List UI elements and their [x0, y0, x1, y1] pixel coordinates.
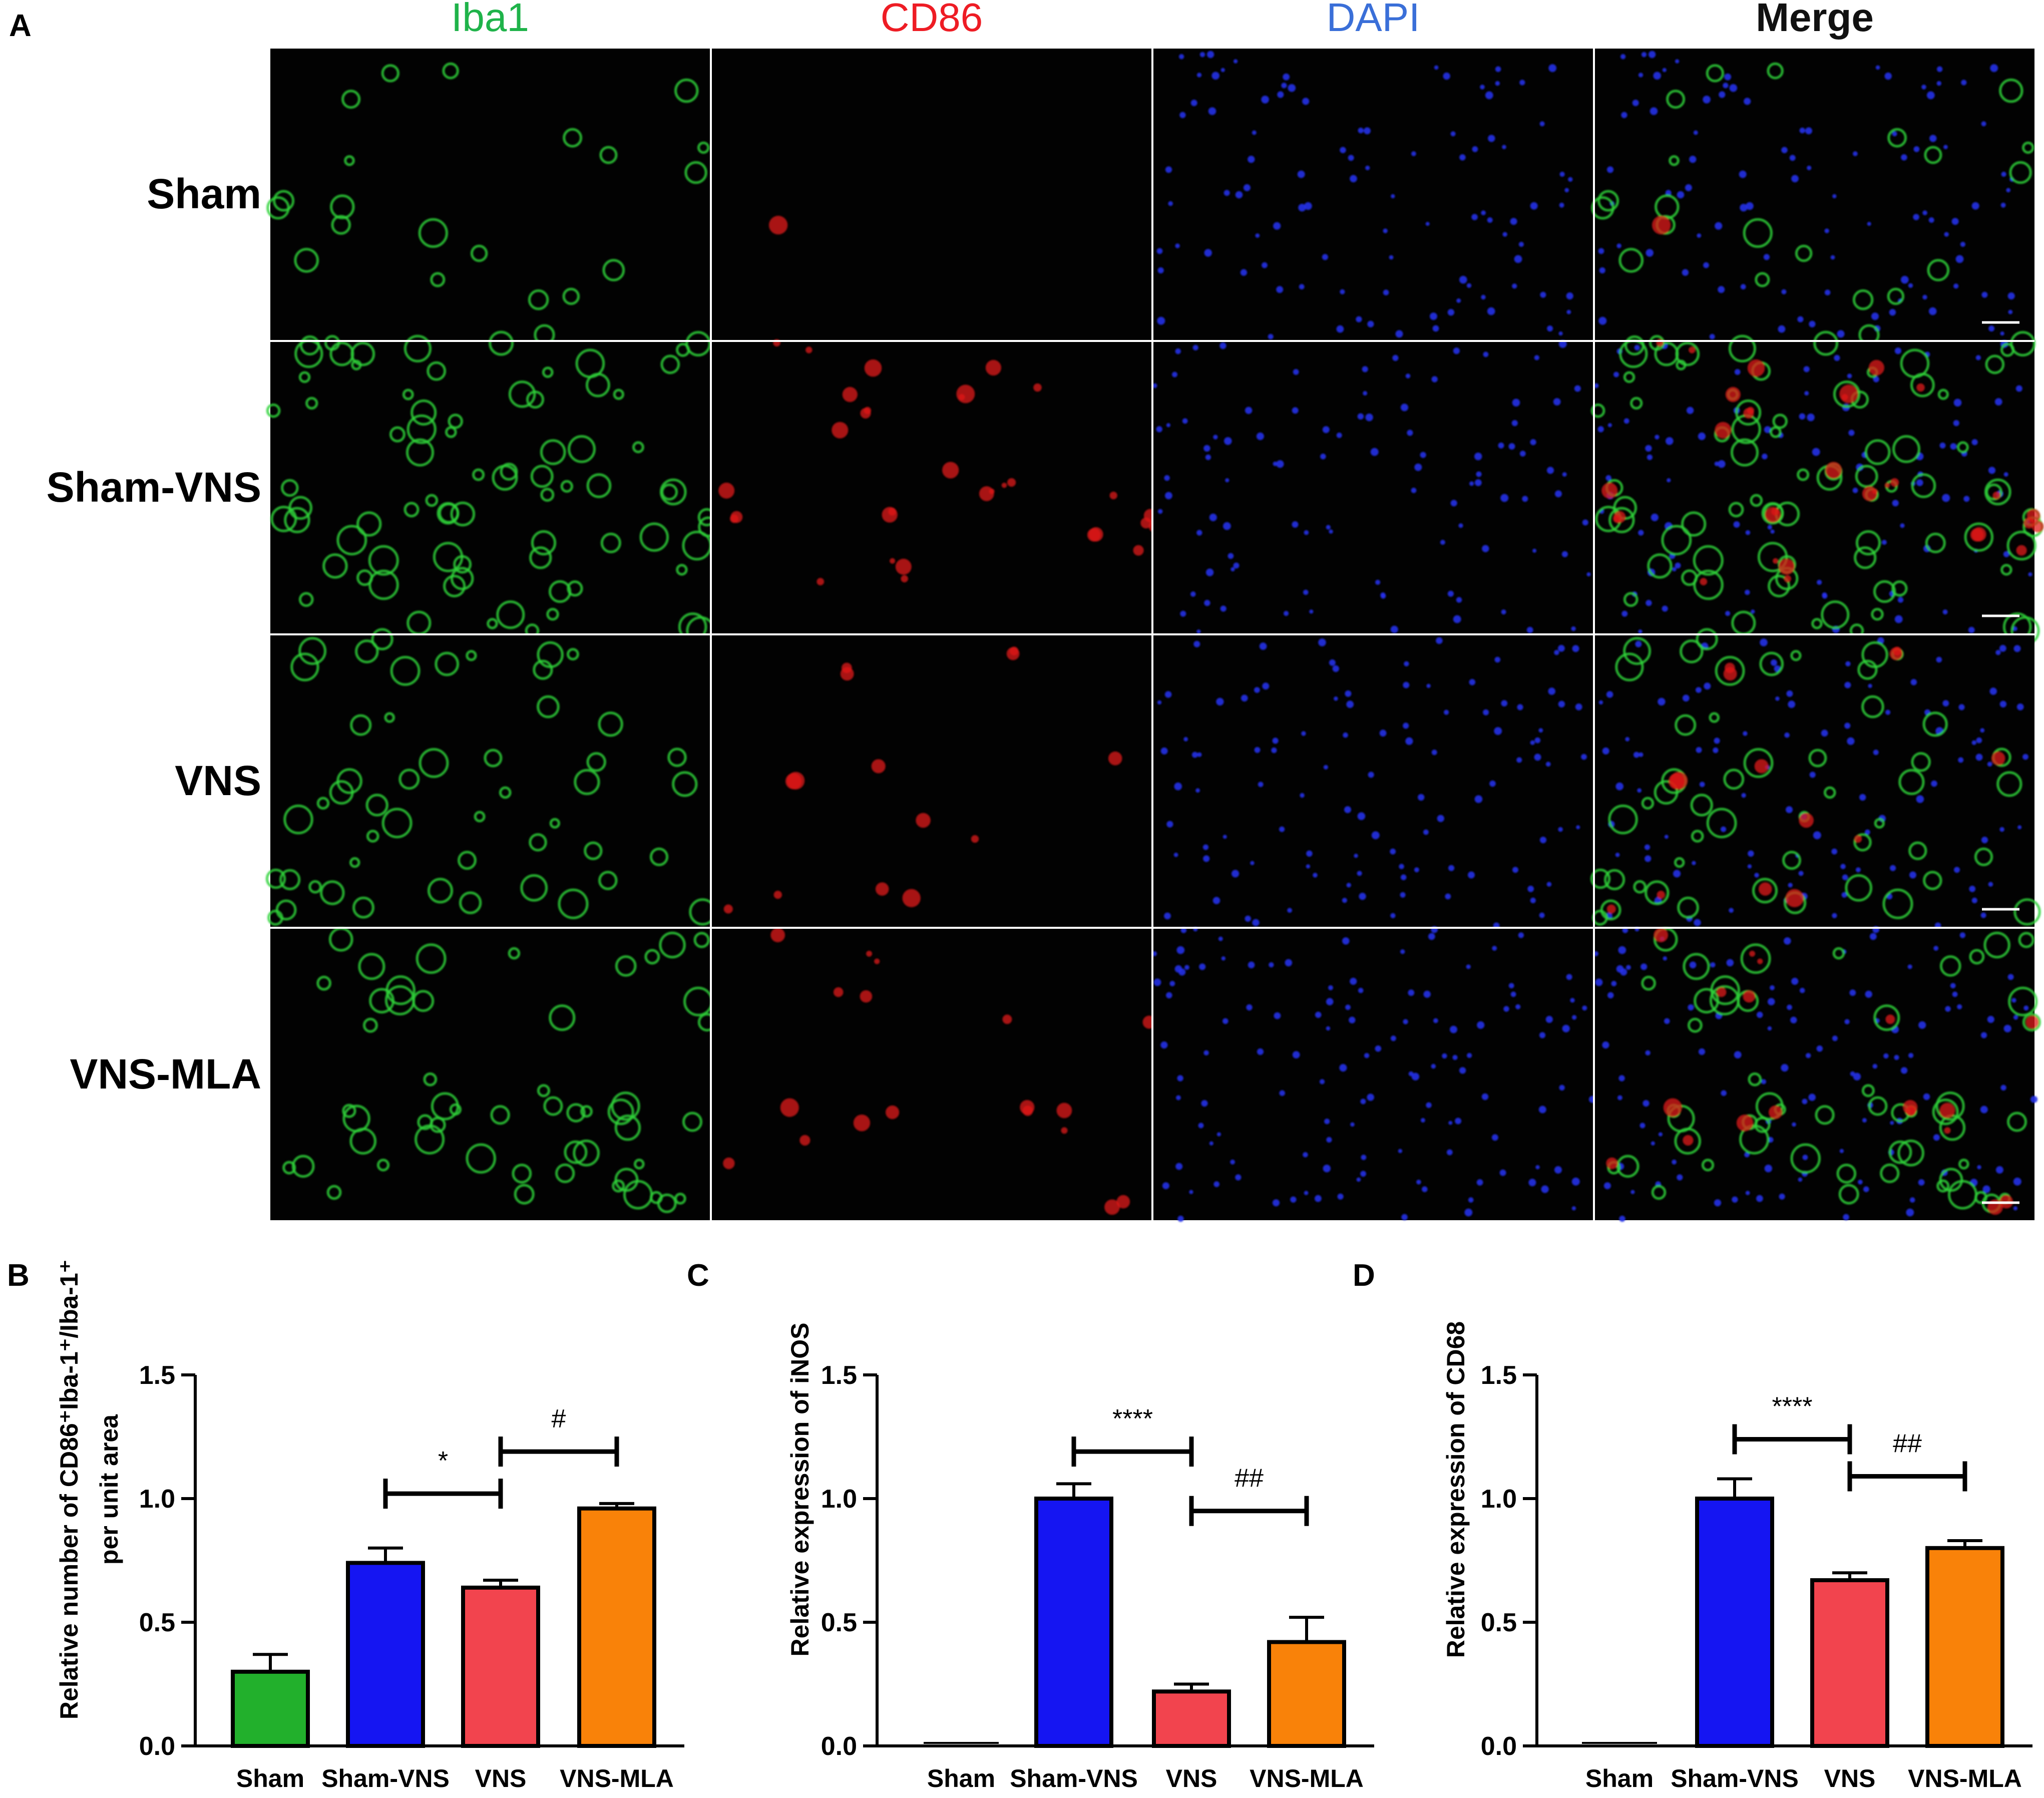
row-label-sham: Sham — [147, 170, 261, 217]
significance-label: **** — [1112, 1404, 1153, 1433]
x-tick-label: Sham-VNS — [1010, 1764, 1138, 1792]
y-tick-label: 1.5 — [139, 1361, 175, 1390]
row-label-vns-mla: VNS-MLA — [70, 1050, 261, 1098]
micrograph-sham-vns-merge — [1590, 330, 2044, 645]
x-tick-label: VNS-MLA — [560, 1764, 674, 1792]
channel-headers: Iba1 CD86 DAPI Merge — [451, 0, 1874, 40]
micrograph-vns-dapi — [1153, 635, 1593, 929]
bar-sham-vns — [1034, 1497, 1113, 1748]
significance-label: * — [438, 1447, 448, 1476]
bar-vns-mla — [1925, 1546, 2004, 1748]
x-tick-label: Sham-VNS — [1671, 1764, 1799, 1792]
bar-vns — [1810, 1578, 1889, 1748]
y-tick-label: 0.5 — [139, 1608, 175, 1637]
micrograph-vns-cd86 — [712, 635, 1151, 927]
y-axis-title-line2: per unit area — [95, 1414, 123, 1565]
row-label-vns: VNS — [175, 757, 261, 804]
y-tick-label: 0.5 — [1481, 1608, 1517, 1637]
y-axis-title: Relative expression of CD68 — [1442, 1321, 1470, 1658]
micrograph-grid — [265, 49, 2044, 1222]
micrograph-sham-dapi — [1153, 49, 1593, 340]
panel-a-letter: A — [9, 9, 32, 43]
bar-vns — [461, 1585, 540, 1748]
panel-a-micrographs: A Iba1 CD86 DAPI Merge Sham Sham-VNS VNS VNS-M… — [9, 0, 2044, 1222]
channel-header-cd86: CD86 — [881, 0, 983, 40]
y-axis-title: Relative expression of iNOS — [786, 1323, 814, 1657]
channel-header-merge: Merge — [1756, 0, 1874, 40]
significance-label: # — [552, 1404, 566, 1433]
x-tick-label: Sham — [927, 1764, 995, 1792]
x-tick-label: VNS — [475, 1764, 527, 1792]
y-tick-label: 1.0 — [1481, 1485, 1517, 1514]
bar-sham-vns — [1695, 1497, 1774, 1748]
chart-b-plot: 0.0 0.5 1.0 1.5 Relative number of CD86⁺Iba-… — [55, 1260, 684, 1792]
micrograph-vns-mla-cd86 — [712, 928, 1156, 1220]
chart-d-plot: 0.0 0.5 1.0 1.5 Relative expression of CD68 S… — [1442, 1321, 2032, 1792]
x-tick-label: Sham — [236, 1764, 304, 1792]
row-label-sham-vns: Sham-VNS — [47, 464, 261, 511]
panel-b-chart: B 0.0 0.5 1.0 1.5 Relative number of CD86⁺Ib… — [7, 1258, 684, 1792]
x-tick-label: VNS-MLA — [1250, 1764, 1364, 1792]
micrograph-sham-iba1 — [266, 49, 710, 345]
micrograph-sham-merge — [1591, 49, 2034, 345]
micrograph-vns-merge — [1590, 628, 2041, 929]
bar-sham — [231, 1669, 310, 1748]
y-tick-label: 1.5 — [821, 1361, 857, 1390]
bar-sham-vns — [346, 1561, 425, 1748]
panel-c-letter: C — [687, 1258, 709, 1293]
y-tick-label: 0.0 — [139, 1732, 175, 1761]
x-tick-label: VNS-MLA — [1908, 1764, 2022, 1792]
y-tick-label: 1.0 — [139, 1485, 175, 1514]
y-axis-title: Relative number of CD86⁺Iba-1⁺/Iba-1⁺ — [55, 1260, 83, 1719]
channel-header-iba1: Iba1 — [451, 0, 529, 40]
bar-vns-mla — [577, 1506, 656, 1748]
panel-b-letter: B — [7, 1258, 30, 1293]
y-tick-label: 0.0 — [821, 1732, 857, 1761]
panel-d-chart: D 0.0 0.5 1.0 1.5 Relative expression of CD6… — [1353, 1258, 2032, 1792]
bar-vns-mla — [1267, 1640, 1346, 1748]
y-tick-label: 1.0 — [821, 1485, 857, 1514]
y-tick-label: 0.5 — [821, 1608, 857, 1637]
micrograph-vns-mla-iba1 — [270, 927, 716, 1220]
channel-header-dapi: DAPI — [1327, 0, 1420, 40]
micrograph-vns-iba1 — [265, 628, 716, 927]
significance-label: ## — [1893, 1429, 1922, 1459]
y-tick-label: 0.0 — [1481, 1732, 1517, 1761]
significance-label: ## — [1235, 1464, 1264, 1493]
x-tick-label: Sham-VNS — [321, 1764, 450, 1792]
x-tick-label: VNS — [1166, 1764, 1217, 1792]
micrograph-vns-mla-merge — [1593, 926, 2041, 1222]
panel-d-letter: D — [1353, 1258, 1375, 1293]
group-row-labels: Sham Sham-VNS VNS VNS-MLA — [47, 170, 261, 1098]
significance-label: **** — [1772, 1392, 1813, 1421]
micrograph-sham-vns-dapi — [1152, 340, 1593, 634]
micrograph-vns-mla-dapi — [1151, 926, 1596, 1222]
micrograph-sham-vns-iba1 — [266, 330, 719, 645]
micrograph-sham-vns-cd86 — [712, 339, 1161, 633]
bar-vns — [1152, 1689, 1231, 1748]
x-tick-label: Sham — [1585, 1764, 1654, 1792]
y-tick-label: 1.5 — [1481, 1361, 1517, 1390]
micrograph-sham-cd86 — [712, 49, 1151, 340]
x-tick-label: VNS — [1824, 1764, 1876, 1792]
